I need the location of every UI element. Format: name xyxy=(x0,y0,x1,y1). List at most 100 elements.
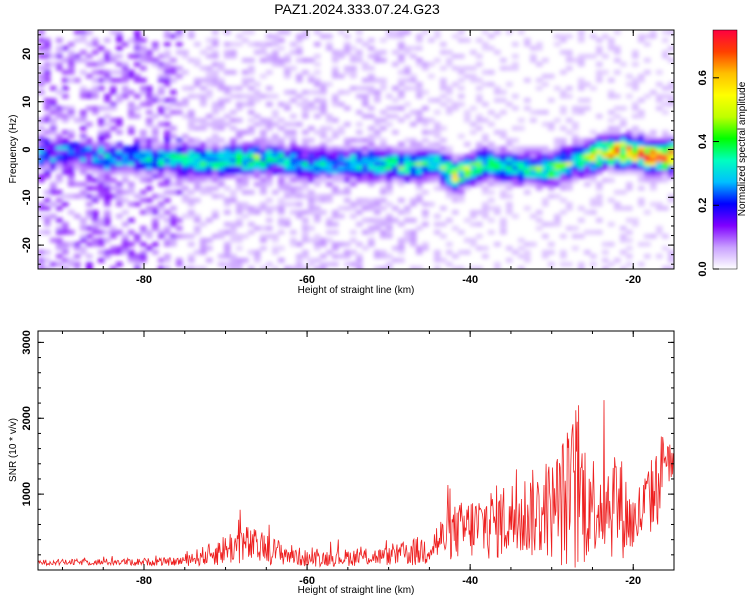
heatmap-cell xyxy=(50,130,57,135)
heatmap-cell xyxy=(110,158,117,163)
heatmap-cell xyxy=(356,162,363,167)
heatmap-cell xyxy=(332,162,339,167)
heatmap-cell xyxy=(260,158,267,163)
heatmap-cell xyxy=(350,146,357,151)
heatmap-cell xyxy=(290,146,297,151)
heatmap-cell xyxy=(248,174,255,179)
heatmap-cell xyxy=(374,198,381,203)
heatmap-cell xyxy=(266,198,273,203)
heatmap-cell xyxy=(638,198,645,203)
heatmap-cell xyxy=(110,30,117,35)
heatmap-cell xyxy=(476,178,483,183)
heatmap-cell xyxy=(608,78,615,83)
heatmap-cell xyxy=(374,130,381,135)
heatmap-cell xyxy=(596,134,603,139)
heatmap-cell xyxy=(380,110,387,115)
heatmap-cell xyxy=(68,194,75,199)
heatmap-cell xyxy=(62,94,69,99)
heatmap-cell xyxy=(542,222,549,227)
heatmap-cell xyxy=(644,174,651,179)
heatmap-cell xyxy=(398,154,405,159)
heatmap-cell xyxy=(98,130,105,135)
heatmap-cell xyxy=(536,162,543,167)
heatmap-cell xyxy=(578,82,585,87)
heatmap-cell xyxy=(662,86,669,91)
heatmap-cell xyxy=(86,158,93,163)
heatmap-cell xyxy=(308,190,315,195)
heatmap-cell xyxy=(572,166,579,171)
x-tick-label: -60 xyxy=(299,274,315,286)
heatmap-cell xyxy=(158,66,165,71)
heatmap-cell xyxy=(314,98,321,103)
heatmap-cell xyxy=(356,146,363,151)
heatmap-cell xyxy=(170,234,177,239)
heatmap-cell xyxy=(494,158,501,163)
x-tick-label: -60 xyxy=(299,575,315,587)
heatmap-cell xyxy=(116,262,123,267)
heatmap-cell xyxy=(314,182,321,187)
heatmap-cell xyxy=(134,114,141,119)
heatmap-cell xyxy=(632,142,639,147)
heatmap-cell xyxy=(620,134,627,139)
heatmap-cell xyxy=(572,142,579,147)
heatmap-cell xyxy=(242,58,249,63)
heatmap-cell xyxy=(284,54,291,59)
heatmap-cell xyxy=(170,110,177,115)
heatmap-cell xyxy=(122,94,129,99)
heatmap-cell xyxy=(500,162,507,167)
heatmap-cell xyxy=(206,178,213,183)
heatmap-cell xyxy=(194,118,201,123)
heatmap-cell xyxy=(56,114,63,119)
heatmap-cell xyxy=(542,178,549,183)
heatmap-cell xyxy=(428,98,435,103)
heatmap-cell xyxy=(668,266,674,269)
heatmap-cell xyxy=(368,238,375,243)
heatmap-cell xyxy=(380,58,387,63)
heatmap-cell xyxy=(284,122,291,127)
heatmap-cell xyxy=(596,46,603,51)
heatmap-cell xyxy=(344,254,351,259)
heatmap-cell xyxy=(380,218,387,223)
heatmap-cell xyxy=(386,182,393,187)
heatmap-cell xyxy=(362,230,369,235)
heatmap-cell xyxy=(572,234,579,239)
heatmap-cell xyxy=(374,94,381,99)
heatmap-cell xyxy=(530,118,537,123)
heatmap-cell xyxy=(230,254,237,259)
heatmap-cell xyxy=(38,154,45,159)
heatmap-cell xyxy=(602,150,609,155)
heatmap-cell xyxy=(650,138,657,143)
heatmap-cell xyxy=(206,158,213,163)
heatmap-cell xyxy=(38,38,45,43)
heatmap-cell xyxy=(296,190,303,195)
heatmap-cell xyxy=(206,66,213,71)
heatmap-cell xyxy=(74,242,81,247)
heatmap-cell xyxy=(524,250,531,255)
heatmap-cell xyxy=(368,218,375,223)
heatmap-cell xyxy=(368,66,375,71)
heatmap-cell xyxy=(566,170,573,175)
heatmap-cell xyxy=(608,146,615,151)
heatmap-cell xyxy=(314,70,321,75)
heatmap-cell xyxy=(488,162,495,167)
heatmap-cell xyxy=(56,154,63,159)
heatmap-cell xyxy=(278,178,285,183)
heatmap-cell xyxy=(224,150,231,155)
heatmap-cell xyxy=(152,242,159,247)
heatmap-cell xyxy=(344,170,351,175)
heatmap-cell xyxy=(458,154,465,159)
heatmap-cell xyxy=(212,186,219,191)
heatmap-cell xyxy=(164,166,171,171)
heatmap-cell xyxy=(194,198,201,203)
heatmap-cell xyxy=(98,134,105,139)
heatmap-cell xyxy=(218,82,225,87)
heatmap-cell xyxy=(554,162,561,167)
heatmap-cell xyxy=(482,214,489,219)
heatmap-cell xyxy=(152,158,159,163)
heatmap-cell xyxy=(260,94,267,99)
heatmap-cell xyxy=(158,86,165,91)
heatmap-cell xyxy=(314,206,321,211)
heatmap-cell xyxy=(140,166,147,171)
heatmap-cell xyxy=(104,134,111,139)
heatmap-cell xyxy=(314,210,321,215)
